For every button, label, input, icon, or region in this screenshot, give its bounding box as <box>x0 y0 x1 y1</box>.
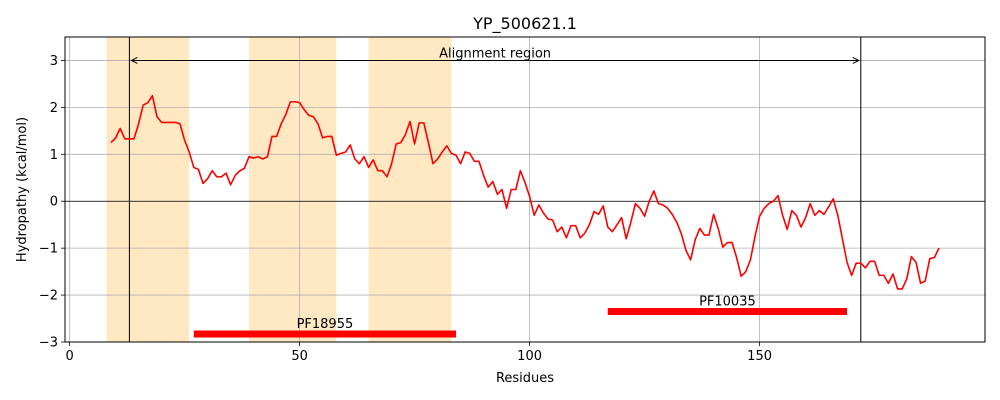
x-axis-label: Residues <box>496 371 554 386</box>
hydropathy-line <box>110 94 940 290</box>
domain-label: PF10035 <box>699 295 756 310</box>
domain-label: PF18955 <box>297 317 354 332</box>
shaded-region <box>106 37 190 342</box>
y-tick-label: 2 <box>50 101 58 116</box>
chart-title: YP_500621.1 <box>472 14 577 34</box>
shaded-region <box>249 37 337 342</box>
shaded-region <box>368 37 452 342</box>
y-tick-label: −2 <box>39 289 58 304</box>
y-tick-label: −3 <box>39 336 58 351</box>
domain-bar <box>607 308 847 315</box>
y-tick-label: 0 <box>50 195 58 210</box>
alignment-label: Alignment region <box>439 46 551 61</box>
y-tick-label: −1 <box>39 242 58 257</box>
y-tick-label: 1 <box>50 148 58 163</box>
x-tick-label: 150 <box>747 349 772 364</box>
domain-bar <box>193 330 457 338</box>
x-tick-label: 0 <box>65 349 73 364</box>
alignment-arrowhead-right <box>852 57 860 64</box>
alignment-arrowhead-left <box>130 57 138 64</box>
plot-frame <box>64 36 986 343</box>
x-tick-label: 100 <box>517 349 542 364</box>
y-tick-label: 3 <box>50 54 58 69</box>
x-tick-label: 50 <box>291 349 308 364</box>
y-axis-label: Hydropathy (kcal/mol) <box>15 117 30 262</box>
